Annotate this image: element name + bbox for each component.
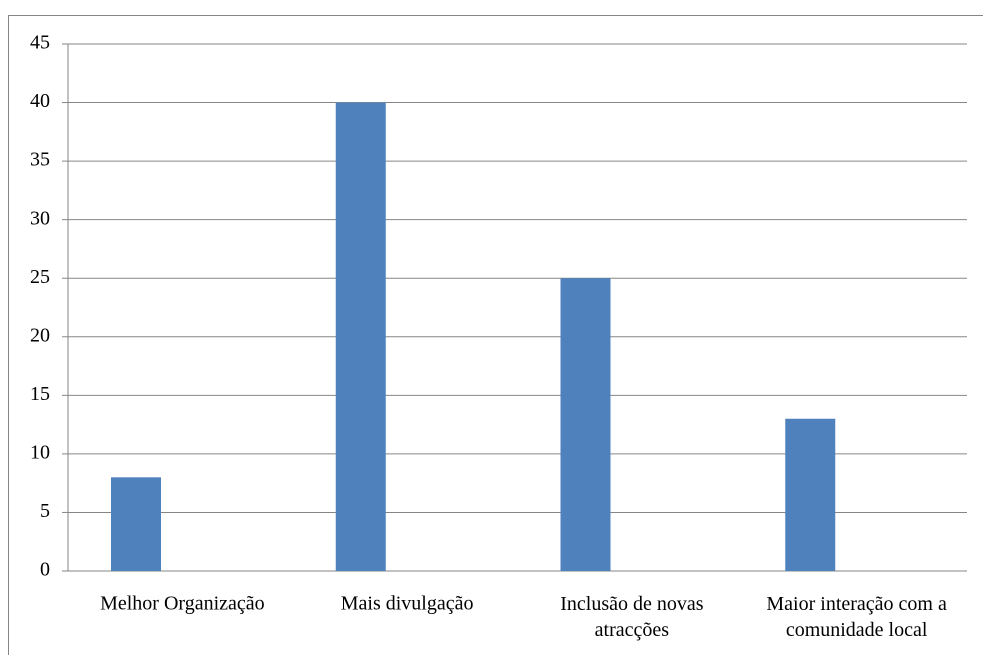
x-tick-label: Maior interação com a comunidade local xyxy=(766,593,947,641)
x-tick-label: Mais divulgação xyxy=(341,593,474,615)
y-tick-label: 15 xyxy=(30,383,50,405)
x-tick-label: Melhor Organização xyxy=(100,593,265,615)
bar xyxy=(111,477,161,571)
y-tick-label: 30 xyxy=(30,207,50,229)
bar xyxy=(335,102,386,572)
y-tick-label: 35 xyxy=(30,149,50,171)
bar xyxy=(785,418,836,571)
y-tick-label: 0 xyxy=(40,559,50,581)
bar xyxy=(560,278,611,571)
chart-frame xyxy=(8,15,983,655)
y-tick-label: 20 xyxy=(30,324,50,346)
y-tick-label: 45 xyxy=(30,32,50,54)
y-tick-label: 5 xyxy=(40,500,50,522)
y-tick-label: 10 xyxy=(30,441,50,463)
y-tick-label: 40 xyxy=(30,90,50,112)
y-tick-label: 25 xyxy=(30,266,50,288)
x-tick-label: Inclusão de novas atracções xyxy=(560,593,704,641)
